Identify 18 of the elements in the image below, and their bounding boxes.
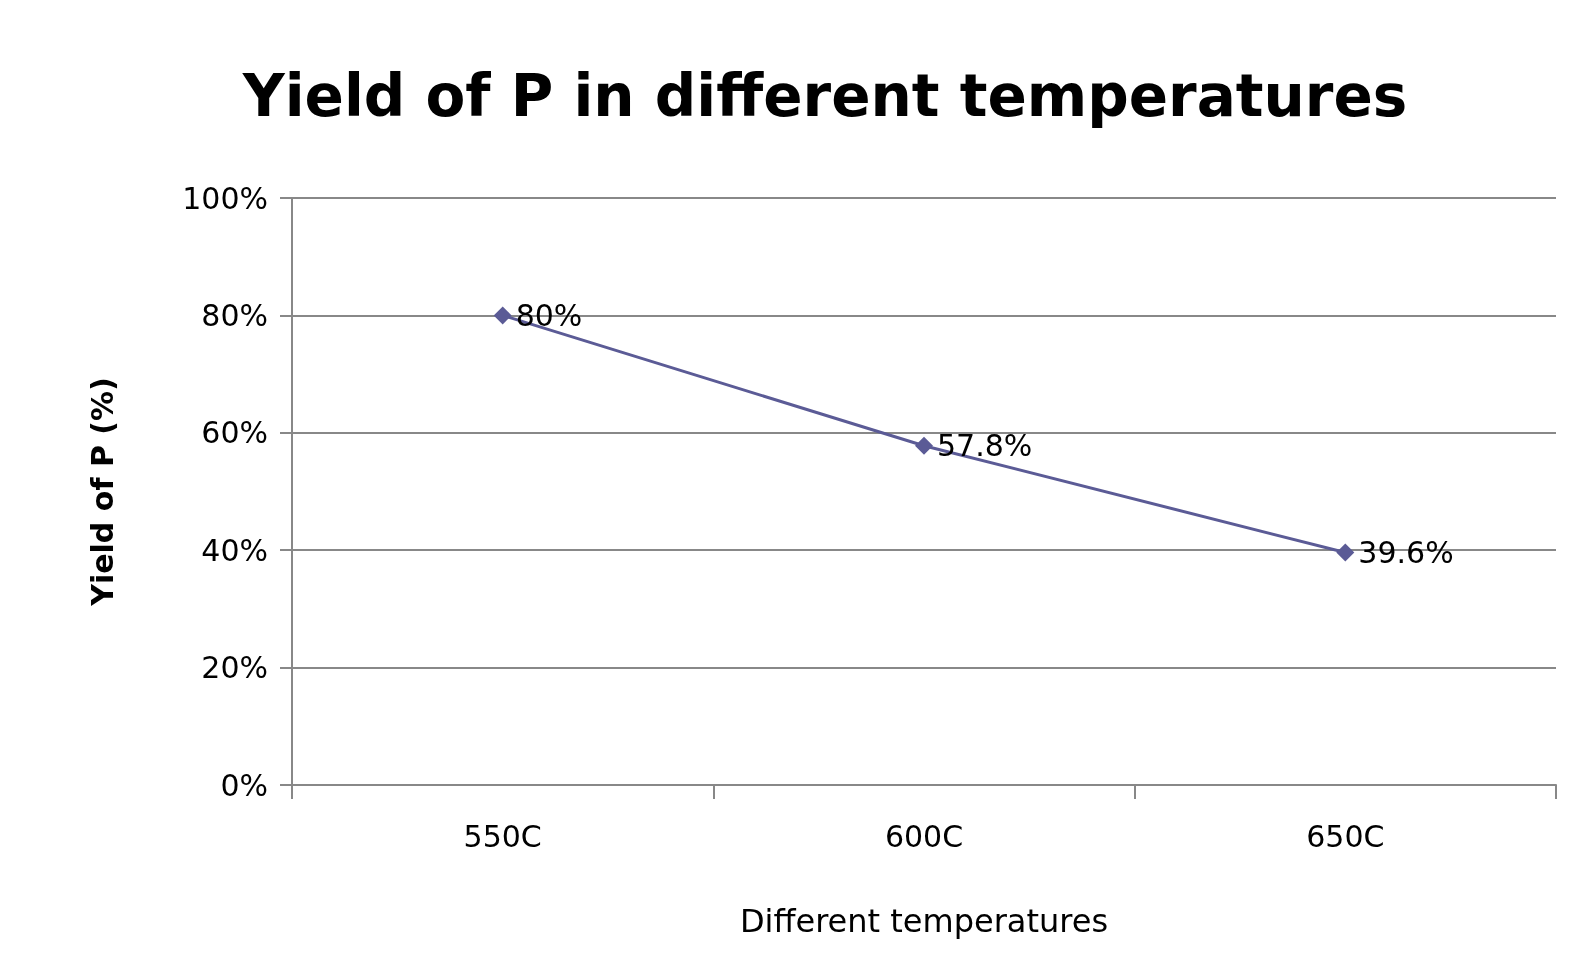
data-label: 39.6% [1358,535,1454,571]
x-tick-label: 600C [884,818,964,854]
y-tick-label: 60% [201,415,268,451]
chart-title: Yield of P in different temperatures [241,62,1408,130]
point [1336,543,1355,562]
x-tick-label: 550C [463,818,542,854]
y-tick-label: 40% [201,532,268,568]
y-tick-label: 0% [220,767,268,803]
y-tick-label: 80% [201,297,268,333]
x-axis-title: Different temperatures [739,902,1109,940]
data-label: 57.8% [937,428,1033,464]
y-tick-label: 100% [182,180,268,216]
y-tick-label: 20% [201,650,268,686]
data-label: 80% [515,297,583,333]
point [915,436,933,455]
x-tick-label: 650C [1306,818,1385,854]
y-axis-title: Yield of P (%) [84,377,120,607]
point [493,306,512,325]
